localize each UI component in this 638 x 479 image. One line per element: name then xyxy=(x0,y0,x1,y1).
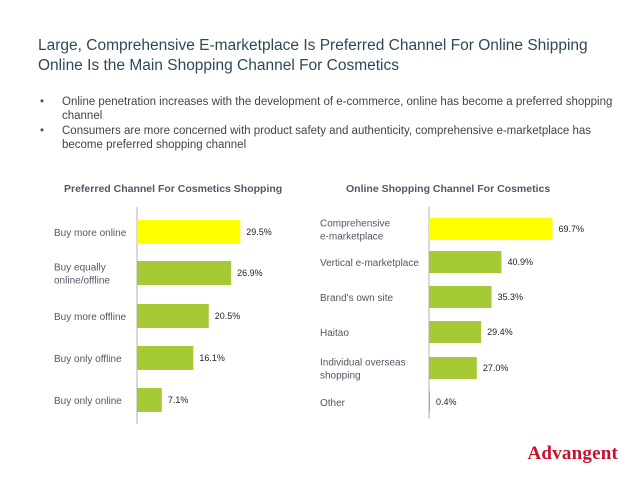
category-label-line: Buy only online xyxy=(54,396,122,407)
brand-logo: Advangent xyxy=(527,443,618,464)
category-label-line: e-marketplace xyxy=(320,232,384,243)
slide-title: Large, Comprehensive E-marketplace Is Pr… xyxy=(38,36,628,76)
left-category-label: Buy only online xyxy=(54,396,122,407)
left-category-label: Buy more online xyxy=(54,228,127,239)
category-label-line: Buy more online xyxy=(54,228,127,239)
right-bar xyxy=(429,391,430,413)
right-value-label: 40.9% xyxy=(507,257,533,267)
left-value-label: 16.1% xyxy=(199,353,225,363)
left-value-label: 7.1% xyxy=(168,395,189,405)
right-bar xyxy=(429,251,502,273)
right-category-label: Other xyxy=(320,398,346,409)
category-label-line: Comprehensive xyxy=(320,219,390,230)
category-label-line: Buy only offline xyxy=(54,354,122,365)
left-category-label: Buy only offline xyxy=(54,354,122,365)
right-chart-title: Online Shopping Channel For Cosmetics xyxy=(346,183,551,195)
category-label-line: Buy equally xyxy=(54,263,106,274)
right-value-label: 69.7% xyxy=(558,224,584,234)
category-label-line: shopping xyxy=(320,371,361,382)
bullet-item: Consumers are more concerned with produc… xyxy=(38,124,628,152)
category-label-line: Haitao xyxy=(320,328,349,339)
right-value-label: 27.0% xyxy=(483,363,509,373)
left-bar xyxy=(137,220,241,244)
bullet-list: Online penetration increases with the de… xyxy=(38,95,628,153)
category-label-line: Individual overseas xyxy=(320,358,406,369)
left-category-label: Buy more offline xyxy=(54,312,127,323)
left-value-label: 20.5% xyxy=(215,311,241,321)
right-value-label: 29.4% xyxy=(487,327,513,337)
right-category-label: Vertical e-marketplace xyxy=(320,258,419,269)
left-value-label: 29.5% xyxy=(246,227,272,237)
left-bar xyxy=(137,261,232,285)
right-category-label: Comprehensive e-marketplace xyxy=(320,219,390,243)
right-category-label: Brand's own site xyxy=(320,293,393,304)
left-bar xyxy=(137,304,209,328)
bullet-item: Online penetration increases with the de… xyxy=(38,95,628,123)
right-bar xyxy=(429,357,477,379)
category-label-line: Vertical e-marketplace xyxy=(320,258,419,269)
left-category-label: Buy equally online/offline xyxy=(54,263,110,287)
left-bar xyxy=(137,346,194,370)
left-chart-title: Preferred Channel For Cosmetics Shopping xyxy=(64,183,283,195)
category-label-line: Buy more offline xyxy=(54,312,127,323)
right-bar xyxy=(429,286,492,308)
right-bar xyxy=(429,321,482,343)
category-label-line: Brand's own site xyxy=(320,293,393,304)
category-label-line: Other xyxy=(320,398,346,409)
right-category-label: Haitao xyxy=(320,328,349,339)
right-category-label: Individual overseas shopping xyxy=(320,358,406,382)
category-label-line: online/offline xyxy=(54,276,110,287)
title-line-2: Online Is the Main Shopping Channel For … xyxy=(38,57,399,74)
title-line-1: Large, Comprehensive E-marketplace Is Pr… xyxy=(38,37,588,54)
right-value-label: 0.4% xyxy=(436,397,457,407)
left-value-label: 26.9% xyxy=(237,268,263,278)
left-bar xyxy=(137,388,162,412)
right-bar xyxy=(429,218,553,240)
right-value-label: 35.3% xyxy=(498,292,524,302)
